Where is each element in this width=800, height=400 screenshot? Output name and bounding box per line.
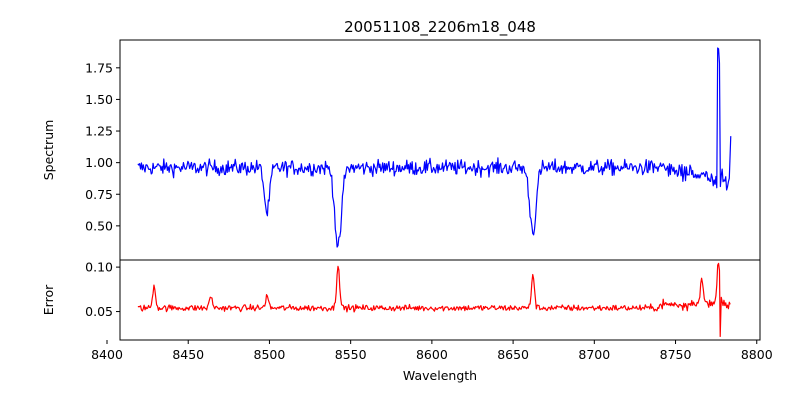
x-tick-label: 8650 — [497, 347, 529, 362]
y-tick-label: 1.00 — [85, 155, 113, 170]
x-tick-label: 8550 — [335, 347, 367, 362]
x-tick-label: 8700 — [578, 347, 610, 362]
y-tick-label: 1.50 — [85, 92, 113, 107]
y-tick-label: 0.10 — [85, 260, 113, 275]
error-axes-frame — [119, 259, 761, 341]
spectrum-panel: 0.50 0.75 1.00 1.25 1.50 1.75 Spectrum — [41, 39, 761, 261]
spectrum-series-line — [137, 47, 732, 248]
spectrum-plot-area — [137, 47, 732, 248]
error-y-ticks: 0.05 0.10 — [85, 260, 120, 319]
wavelength-x-label: Wavelength — [403, 368, 477, 383]
wavelength-x-ticks: 8400 8450 8500 8550 8600 8650 8700 8750 8800 — [91, 340, 773, 362]
spectrum-axes-frame — [119, 39, 761, 261]
error-plot-area — [137, 262, 731, 338]
x-tick-label: 8800 — [741, 347, 773, 362]
x-tick-label: 8600 — [416, 347, 448, 362]
y-tick-label: 0.75 — [85, 187, 113, 202]
y-tick-label: 0.50 — [85, 218, 113, 233]
error-panel: 0.05 0.10 8400 8450 8500 8550 8600 8650 8700 875… — [41, 259, 773, 383]
y-tick-label: 1.75 — [85, 60, 113, 75]
error-series-line — [137, 262, 731, 338]
x-tick-label: 8450 — [172, 347, 204, 362]
y-tick-label: 0.05 — [85, 304, 113, 319]
spectrum-y-label: Spectrum — [41, 120, 56, 181]
x-tick-label: 8400 — [91, 347, 123, 362]
spectrum-y-ticks: 0.50 0.75 1.00 1.25 1.50 1.75 — [85, 60, 120, 233]
y-tick-label: 1.25 — [85, 124, 113, 139]
chart-title: 20051108_2206m18_048 — [344, 18, 536, 37]
x-tick-label: 8500 — [254, 347, 286, 362]
x-tick-label: 8750 — [660, 347, 692, 362]
error-y-label: Error — [41, 284, 56, 315]
